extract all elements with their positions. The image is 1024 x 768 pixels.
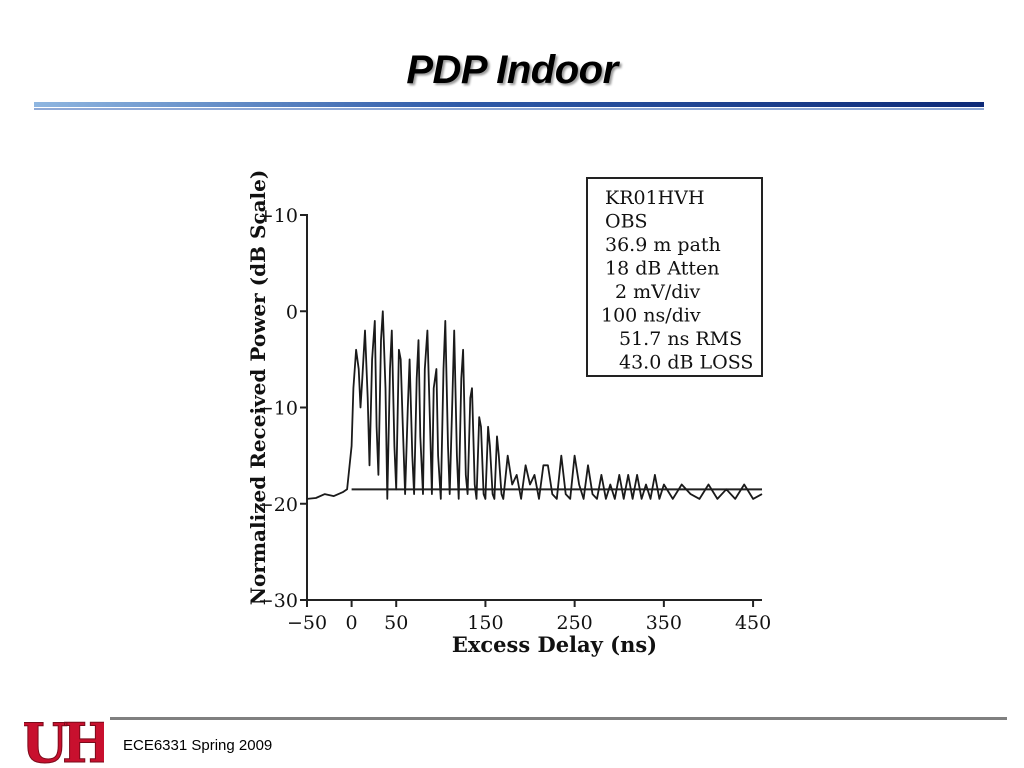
x-tick-label: 350 <box>646 612 682 634</box>
x-tick-label: 50 <box>384 612 408 634</box>
y-tick-label: 0 <box>286 301 298 323</box>
y-tick-label: −10 <box>258 398 298 420</box>
y-tick-label: +10 <box>258 205 298 227</box>
x-axis-label: Excess Delay (ns) <box>452 632 657 657</box>
x-tick-label: −50 <box>287 612 327 634</box>
svg-text:UH: UH <box>24 712 104 768</box>
annotation-line: 100 ns/div <box>601 305 701 327</box>
annotation-frame <box>586 177 763 377</box>
annotation-line: 18 dB Atten <box>605 258 720 280</box>
y-tick-label: −30 <box>258 590 298 612</box>
y-tick-label: −20 <box>258 494 298 516</box>
annotation-line: 2 mV/div <box>615 281 701 303</box>
x-tick-label: 150 <box>467 612 503 634</box>
annotation-line: 43.0 dB LOSS <box>619 352 753 374</box>
power-delay-trace <box>306 310 763 500</box>
y-axis-label: Normalized Received Power (dB Scale) <box>246 170 270 605</box>
annotation-line: OBS <box>605 211 648 233</box>
chart-ticks: +10 0 −10 −20 −30−50 0 50 150 250 350 450 <box>258 205 771 634</box>
x-tick-label: 250 <box>557 612 593 634</box>
footer-divider <box>110 717 1007 720</box>
slide-title: PDP Indoor <box>406 48 618 92</box>
x-tick-label: 0 <box>346 612 358 634</box>
pdp-chart: +10 0 −10 −20 −30−50 0 50 150 250 350 450 Excess D… <box>246 170 771 657</box>
footer-text: ECE6331 Spring 2009 <box>123 737 273 754</box>
annotation-line: 36.9 m path <box>605 234 721 256</box>
annotation-line: KR01HVH <box>605 187 705 209</box>
x-tick-label: 450 <box>735 612 771 634</box>
annotation-line: 51.7 ns RMS <box>619 328 742 350</box>
title-divider <box>34 102 984 110</box>
uh-logo: UH <box>24 712 104 768</box>
